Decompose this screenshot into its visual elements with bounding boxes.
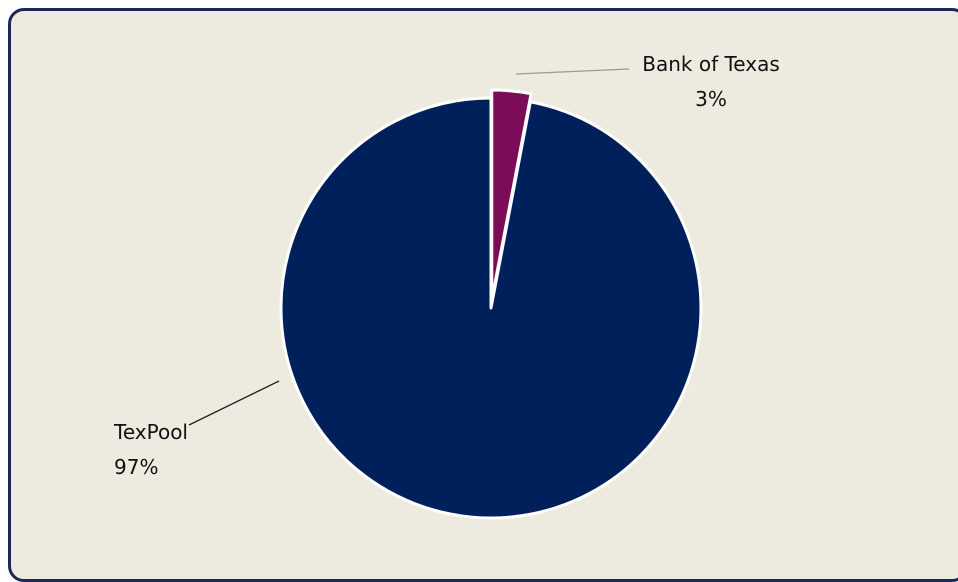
pie-chart: Bank of Texas 3% TexPool 97% [113,52,780,520]
slice-value-texpool: 97% [114,455,158,479]
slice-label-bank-of-texas: Bank of Texas [642,52,780,76]
leader-line-texpool [188,380,280,426]
leader-line-bank-of-texas [515,68,630,75]
slice-value-bank-of-texas: 3% [695,87,727,111]
slice-label-texpool: TexPool [113,420,188,444]
chart-frame: Bank of Texas 3% TexPool 97% [8,8,958,582]
pie-slice-texpool [279,96,703,520]
